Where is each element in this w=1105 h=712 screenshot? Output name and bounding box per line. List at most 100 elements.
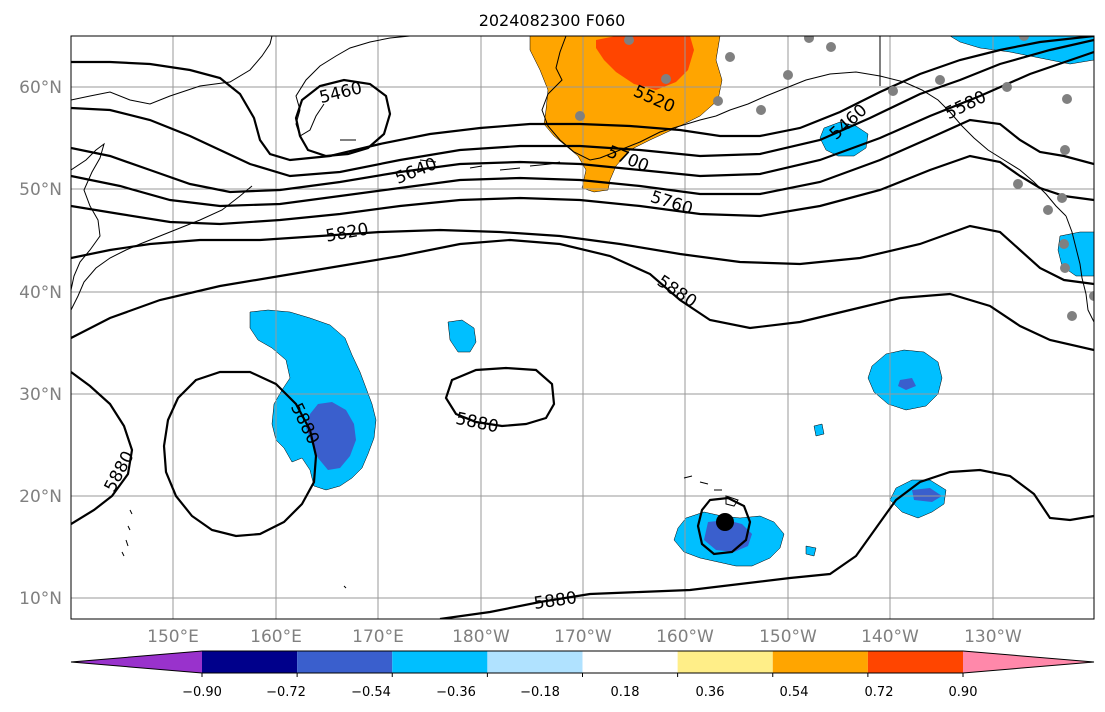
anomaly-region-small-2 <box>805 545 817 557</box>
station-dot <box>1019 36 1029 41</box>
station-dot <box>725 52 735 62</box>
station-dot <box>783 70 793 80</box>
colorbar-tick-labels: −0.90 −0.72 −0.54 −0.36 −0.18 0.18 0.36 … <box>182 685 977 700</box>
colorbar-segment <box>582 651 678 673</box>
lon-label: 160°W <box>656 627 714 647</box>
coastline-hawaii <box>683 475 739 507</box>
anomaly-region-dateline <box>447 319 477 353</box>
anomaly-core-west-pacific <box>306 402 356 470</box>
colorbar-segments <box>70 650 1095 677</box>
coastline-asia-west <box>71 142 105 291</box>
lon-label: 170°W <box>554 627 612 647</box>
colorbar-tick-label: 0.36 <box>696 685 725 700</box>
lon-label: 150°W <box>759 627 817 647</box>
anomaly-core-east-30n <box>898 378 916 390</box>
station-dot <box>1062 94 1072 104</box>
longitude-labels: 150°E 160°E 170°E 180°W 170°W 160°W 150°… <box>147 627 1022 647</box>
coastline-alaska-south <box>715 71 1067 217</box>
colorbar-tick-label: −0.54 <box>351 685 391 700</box>
station-dot <box>804 36 814 43</box>
lat-label: 10°N <box>19 589 62 609</box>
station-dot <box>1002 82 1012 92</box>
station-dot <box>1067 311 1077 321</box>
coastline-aleutians <box>340 139 561 171</box>
anomaly-region-small-1 <box>813 423 825 437</box>
colorbar: −0.90 −0.72 −0.54 −0.36 −0.18 0.18 0.36 … <box>70 650 1095 700</box>
colorbar-tick-label: 0.54 <box>780 685 809 700</box>
station-dot <box>1057 193 1067 203</box>
coastline-japan <box>71 185 253 311</box>
contour-5760 <box>71 154 1094 226</box>
contour-5520 <box>71 36 1094 162</box>
station-dot <box>1043 205 1053 215</box>
coastlines <box>71 36 1094 589</box>
contour-5820 <box>71 224 1094 286</box>
contour-5700 <box>71 118 1094 208</box>
coastline-small-islands <box>121 509 347 589</box>
station-dot <box>1013 179 1023 189</box>
station-dot <box>888 86 898 96</box>
colorbar-tick-label: −0.90 <box>182 685 222 700</box>
colorbar-segment <box>202 651 298 673</box>
lat-label: 60°N <box>19 78 62 98</box>
height-contours <box>71 36 1094 619</box>
lon-label: 150°E <box>147 627 199 647</box>
lat-label: 40°N <box>19 283 62 303</box>
lon-label: 140°W <box>861 627 919 647</box>
map-border <box>70 35 1095 620</box>
station-dot <box>1089 291 1094 301</box>
station-dot <box>713 96 723 106</box>
coastline-alaska-peninsula <box>599 115 717 159</box>
colorbar-tick-label: −0.72 <box>266 685 306 700</box>
lat-label: 50°N <box>19 180 62 200</box>
map-panel: 5460 5520 5640 5700 5760 5820 5880 5880 … <box>71 36 1094 619</box>
contour-5880-south <box>439 468 1094 619</box>
observation-stations <box>575 36 1094 321</box>
contour-5640 <box>71 50 1094 194</box>
lat-lon-gridlines <box>71 36 1094 619</box>
colorbar-segment <box>392 651 488 673</box>
colorbar-segment <box>487 651 583 673</box>
station-dot <box>826 42 836 52</box>
contour-5880-far-west <box>71 371 134 525</box>
contour-5880-north <box>71 238 1094 352</box>
latitude-labels: 60°N 50°N 40°N 30°N 20°N 10°N <box>19 78 62 609</box>
contour-5580 <box>71 38 1094 178</box>
colorbar-tick-label: 0.72 <box>865 685 894 700</box>
station-dot <box>756 105 766 115</box>
anomaly-region-nw-corner <box>949 36 1094 65</box>
anomaly-core-east-20n <box>912 488 942 502</box>
coastline-north-america <box>1065 215 1094 323</box>
station-dot <box>1059 239 1069 249</box>
station-dot <box>1060 145 1070 155</box>
colorbar-segment <box>677 651 773 673</box>
contour-5880-central-closed <box>444 366 556 428</box>
lon-label: 170°E <box>352 627 404 647</box>
station-dot <box>1060 263 1070 273</box>
coastline-kamchatka <box>295 36 411 111</box>
lat-label: 30°N <box>19 385 62 405</box>
coastline-asia-north <box>71 36 273 105</box>
station-dot <box>624 36 634 45</box>
lat-label: 20°N <box>19 487 62 507</box>
coastline-alaska-west <box>541 36 601 161</box>
cyclone-center-marker <box>716 513 734 531</box>
lon-label: 130°W <box>964 627 1022 647</box>
colorbar-tick-label: 0.18 <box>611 685 640 700</box>
station-dot <box>575 111 585 121</box>
colorbar-extend-min <box>71 651 202 673</box>
contour-5880-west-closed <box>162 370 318 538</box>
lon-label: 180°W <box>452 627 510 647</box>
station-dot <box>935 75 945 85</box>
colorbar-segment <box>867 651 963 673</box>
lon-label: 160°E <box>250 627 302 647</box>
contour-hawaii-low-closed <box>696 496 752 556</box>
figure-title: 2024082300 F060 <box>479 11 626 30</box>
colorbar-tick-label: 0.90 <box>949 685 978 700</box>
colorbar-segment <box>297 651 393 673</box>
colorbar-extend-max <box>963 651 1094 673</box>
colorbar-tick-label: −0.36 <box>436 685 476 700</box>
colorbar-tick-label: −0.18 <box>520 685 560 700</box>
station-dot <box>661 74 671 84</box>
